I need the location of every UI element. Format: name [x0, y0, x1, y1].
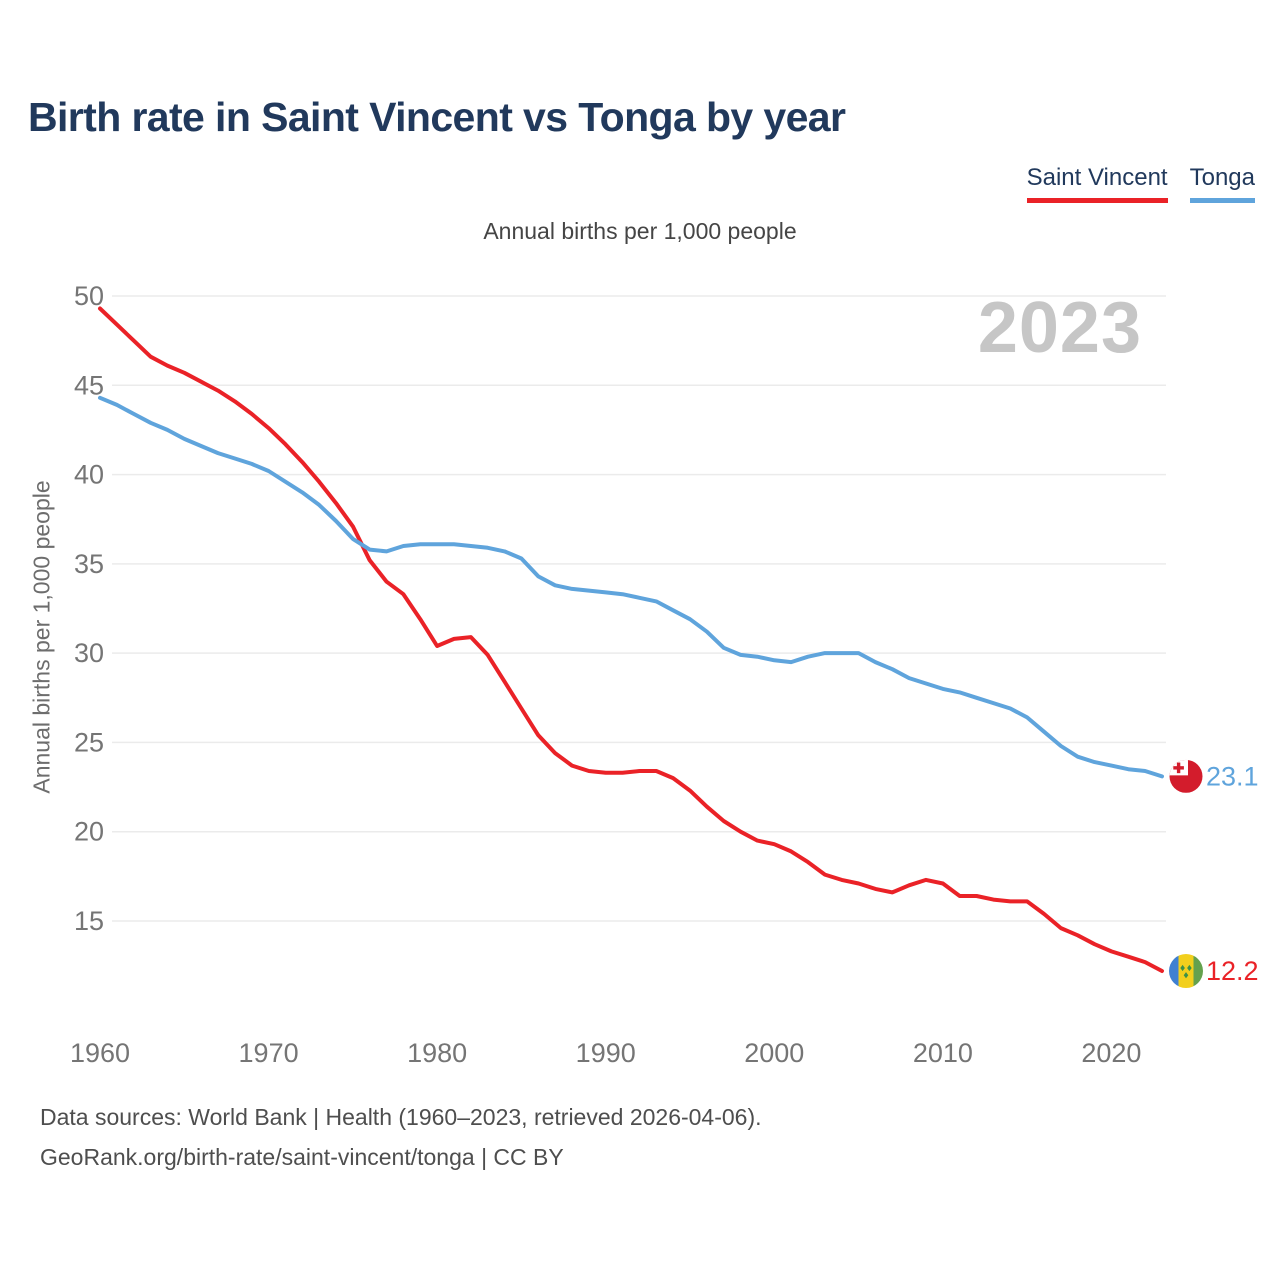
footer-source-line: Data sources: World Bank | Health (1960–… [40, 1104, 762, 1130]
x-tick-label-1990: 1990 [576, 1038, 636, 1068]
y-tick-label-25: 25 [74, 727, 104, 757]
x-tick-label-1970: 1970 [239, 1038, 299, 1068]
tonga-flag-icon [1169, 759, 1203, 793]
legend-item-tonga[interactable]: Tonga [1189, 164, 1255, 203]
flag-part [1173, 766, 1184, 770]
y-tick-label-45: 45 [74, 370, 104, 400]
x-tick-label-2020: 2020 [1081, 1038, 1141, 1068]
y-tick-label-15: 15 [74, 906, 104, 936]
page-title: Birth rate in Saint Vincent vs Tonga by … [28, 94, 846, 140]
flag-part [1178, 954, 1194, 988]
saint-vincent-flag-icon [1169, 954, 1203, 988]
flag-part [1169, 954, 1179, 988]
svg-flag-diamond [1180, 964, 1185, 972]
y-tick-label-20: 20 [74, 817, 104, 847]
svg-flag-diamond [1187, 964, 1192, 972]
footer: Data sources: World Bank | Health (1960–… [40, 1097, 762, 1177]
x-tick-label-2010: 2010 [913, 1038, 973, 1068]
y-tick-label-40: 40 [74, 460, 104, 490]
footer-url-line: GeoRank.org/birth-rate/saint-vincent/ton… [40, 1144, 564, 1170]
y-tick-label-30: 30 [74, 638, 104, 668]
y-tick-label-35: 35 [74, 549, 104, 579]
end-value-label-tonga: 23.1 [1206, 761, 1259, 791]
legend: Saint Vincent Tonga [1026, 164, 1255, 203]
x-tick-label-1980: 1980 [407, 1038, 467, 1068]
end-value-label-saint-vincent: 12.2 [1206, 956, 1259, 986]
chart-subtitle: Annual births per 1,000 people [483, 218, 797, 244]
year-watermark: 2023 [977, 288, 1142, 368]
series-line-saint-vincent [98, 306, 1164, 973]
legend-item-saint-vincent[interactable]: Saint Vincent [1026, 164, 1168, 203]
x-tick-label-2000: 2000 [744, 1038, 804, 1068]
flag-part [1193, 954, 1203, 988]
svg-flag-diamond [1183, 972, 1189, 979]
series-line-tonga [98, 395, 1164, 779]
x-tick-label-1960: 1960 [70, 1038, 130, 1068]
y-tick-label-50: 50 [74, 281, 104, 311]
